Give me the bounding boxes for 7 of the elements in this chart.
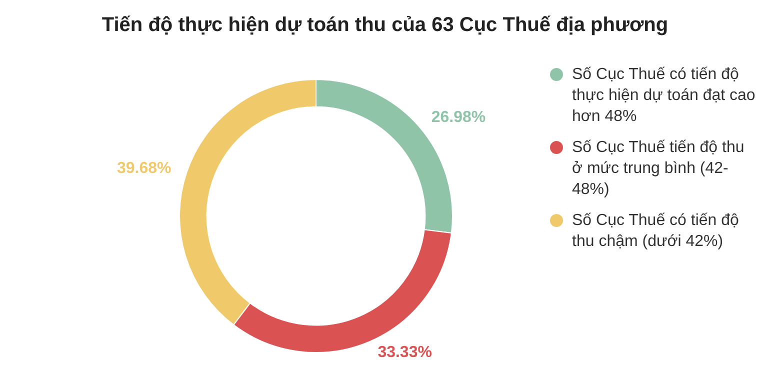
legend-label: Số Cục Thuế có tiến độ thực hiện dự toán đạt cao hơn 48% [572, 66, 756, 125]
chart-title: Tiến độ thực hiện dự toán thu của 63 Cục Thuế địa phương [100, 14, 670, 37]
data-label: 33.33% [378, 344, 432, 362]
legend-label: Số Cục Thuế có tiến độ thu chậm (dưới 42%) [572, 212, 739, 250]
data-label: 39.68% [116, 160, 172, 178]
data-label: 26.98% [431, 109, 486, 126]
legend-label: Số Cục Thuế tiến độ thu ở mức trung bình (42-48%) [572, 139, 744, 198]
